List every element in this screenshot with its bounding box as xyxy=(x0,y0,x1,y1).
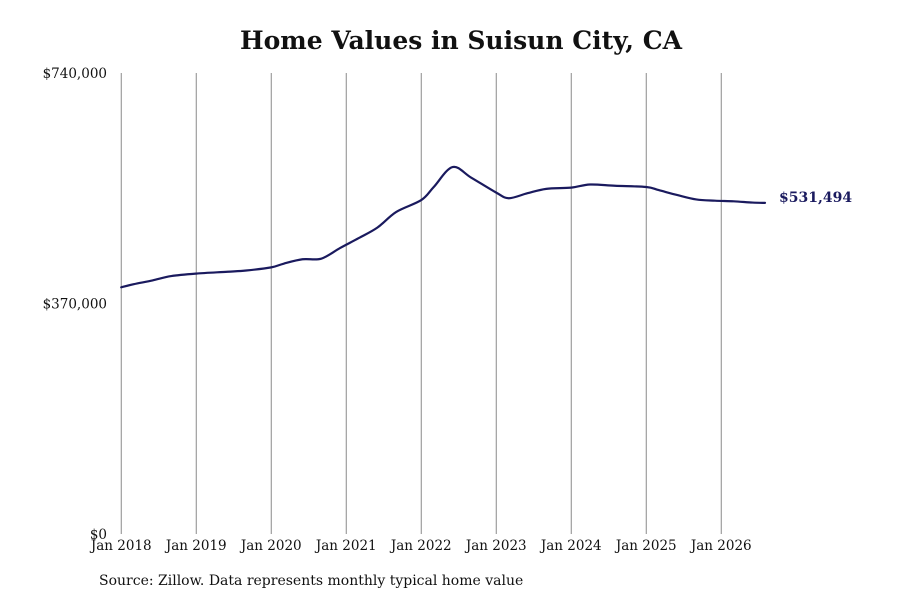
y-tick-label: $740,000 xyxy=(43,66,107,82)
x-tick-label: Jan 2026 xyxy=(689,538,752,554)
end-value-label: $531,494 xyxy=(779,190,852,206)
x-tick-label: Jan 2019 xyxy=(164,538,227,554)
series-line xyxy=(120,165,767,289)
x-tick-label: Jan 2024 xyxy=(539,538,602,554)
x-tick-label: Jan 2025 xyxy=(614,538,677,554)
x-tick-label: Jan 2018 xyxy=(89,538,152,554)
x-tick-label: Jan 2021 xyxy=(314,538,377,554)
x-tick-label: Jan 2022 xyxy=(389,538,452,554)
y-tick-label: $370,000 xyxy=(43,297,107,313)
x-tick-label: Jan 2020 xyxy=(239,538,302,554)
x-tick-label: Jan 2023 xyxy=(464,538,527,554)
y-tick-label: $0 xyxy=(90,527,107,543)
chart-title: Home Values in Suisun City, CA xyxy=(239,26,683,55)
source-note: Source: Zillow. Data represents monthly … xyxy=(99,573,524,589)
